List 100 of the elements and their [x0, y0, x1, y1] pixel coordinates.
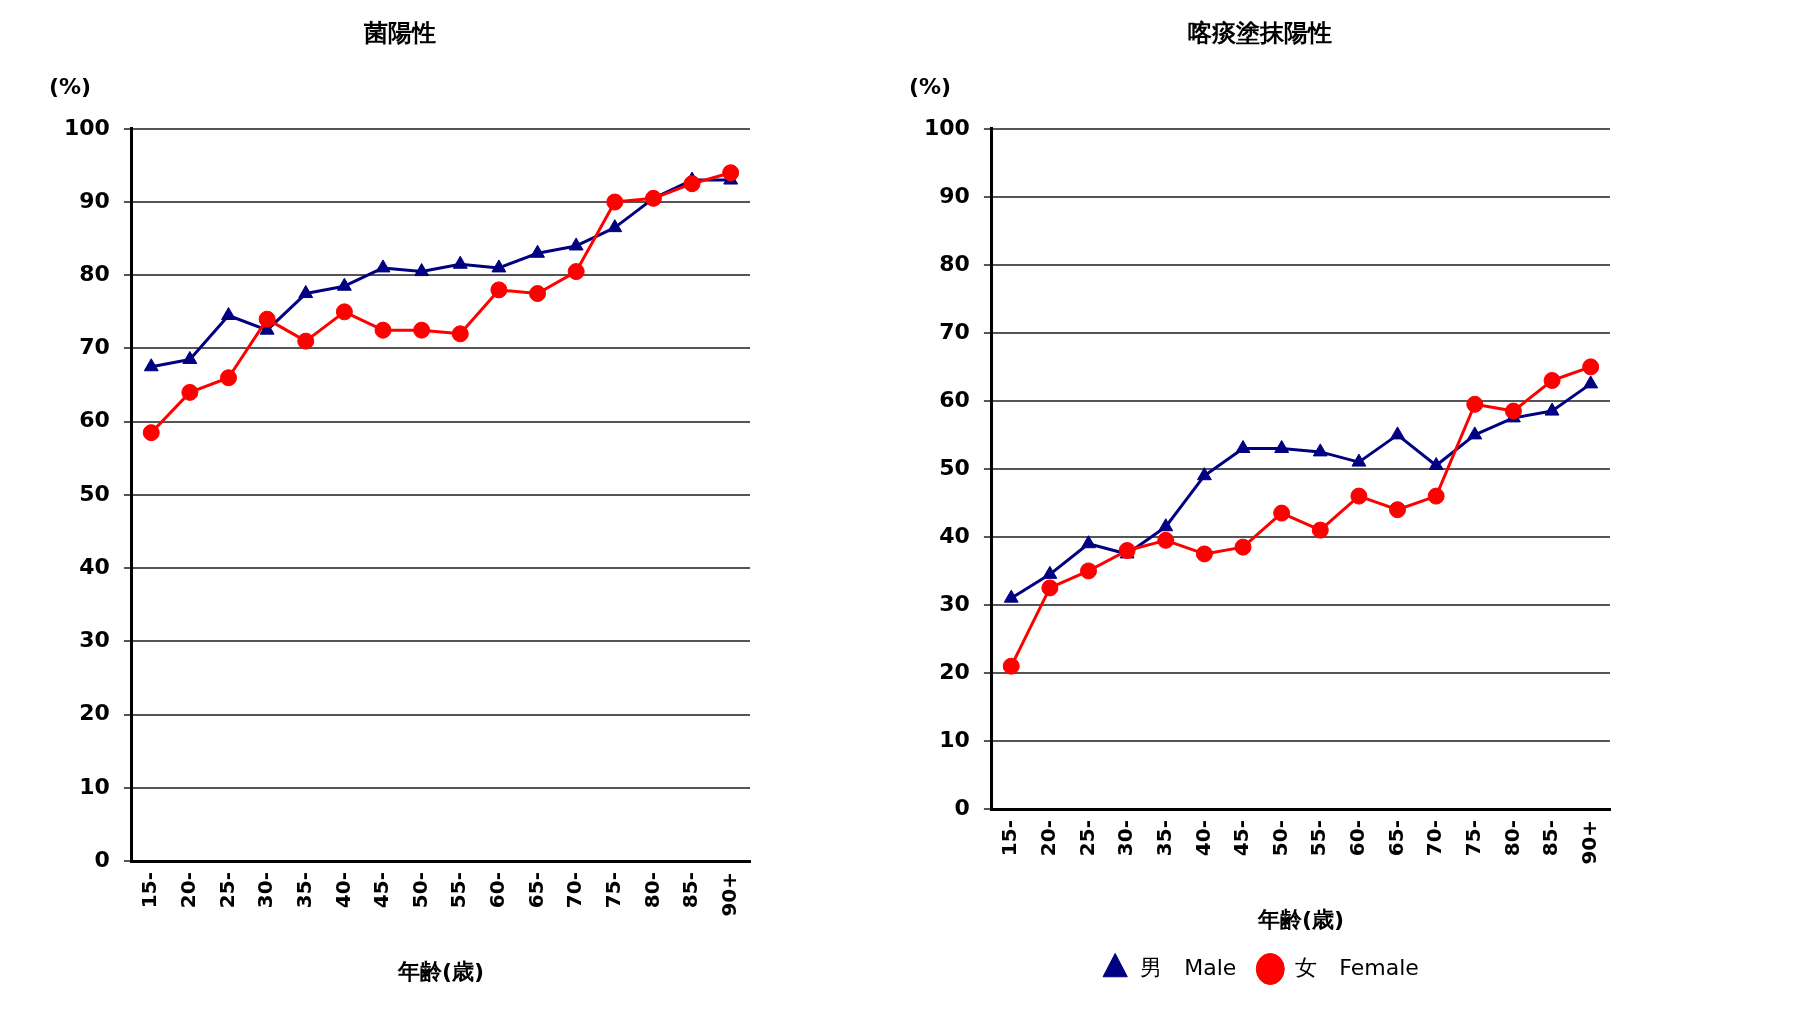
- point: [1195, 545, 1213, 563]
- point: [1003, 589, 1019, 603]
- x-tick-label: 55-: [1306, 820, 1331, 857]
- point: [1080, 562, 1097, 580]
- legend-label: 女 Female: [1295, 954, 1419, 980]
- x-tick-label: 85-: [678, 872, 703, 909]
- point: [335, 303, 353, 321]
- y-tick-label: 20: [939, 658, 970, 684]
- point: [452, 255, 468, 269]
- point: [258, 310, 276, 328]
- y-tick-label: 50: [79, 480, 110, 506]
- point: [1041, 579, 1059, 597]
- y-tick-label: 80: [79, 260, 110, 286]
- y-tick-label: 60: [939, 386, 970, 412]
- y-tick-label: 80: [939, 250, 970, 276]
- x-tick-label: 25-: [214, 872, 239, 909]
- point: [451, 325, 469, 343]
- point: [1158, 518, 1174, 532]
- point: [1389, 501, 1407, 519]
- point: [414, 263, 430, 277]
- x-tick-label: 85-: [1538, 820, 1563, 857]
- x-tick-label: 55-: [446, 872, 471, 909]
- y-tick-label: 100: [63, 114, 110, 140]
- point: [1466, 395, 1484, 413]
- y-tick-label: 70: [79, 334, 110, 360]
- x-tick-label: 15-: [997, 820, 1022, 857]
- point: [1234, 538, 1252, 556]
- point: [1311, 521, 1329, 539]
- y-tick-label: 20: [79, 700, 110, 726]
- point: [413, 321, 431, 339]
- point: [142, 424, 160, 442]
- point: [683, 175, 701, 193]
- x-tick-label: 35-: [1151, 820, 1176, 857]
- x-tick-label: 45-: [369, 872, 394, 909]
- y-tick-label: 70: [939, 318, 970, 344]
- point: [606, 193, 624, 211]
- point: [221, 307, 236, 321]
- x-tick-label: 80-: [1499, 820, 1524, 857]
- y-tick-label: 30: [79, 627, 110, 653]
- x-tick-label: 30-: [1113, 820, 1138, 857]
- point: [1582, 358, 1600, 376]
- point: [182, 350, 198, 364]
- y-tick-label: 10: [939, 726, 970, 752]
- x-tick-label: 20-: [1036, 820, 1061, 857]
- point: [1428, 457, 1444, 470]
- y-tick-label: 90: [79, 187, 110, 213]
- y-tick-label: 40: [79, 553, 110, 579]
- y-tick-label: 50: [939, 454, 970, 480]
- y-tick-label: 30: [939, 590, 970, 616]
- point: [1196, 467, 1212, 481]
- point: [1273, 504, 1291, 522]
- x-tick-label: 15-: [137, 872, 162, 909]
- x-axis-title: 年齢(歳): [396, 958, 485, 984]
- point: [491, 259, 507, 273]
- point: [143, 358, 159, 372]
- x-tick-label: 70-: [1422, 820, 1447, 857]
- x-tick-label: 20-: [176, 872, 201, 909]
- y-tick-label: 0: [94, 846, 110, 872]
- x-tick-label: 60-: [485, 872, 510, 909]
- point: [181, 383, 199, 401]
- y-tick-label: 90: [939, 182, 970, 208]
- x-tick-label: 65-: [1383, 820, 1408, 857]
- point: [1235, 440, 1251, 453]
- x-tick-label: 65-: [523, 872, 548, 909]
- y-tick-label: 0: [954, 794, 970, 820]
- point: [1042, 565, 1058, 579]
- x-tick-label: 80-: [639, 872, 664, 909]
- point: [1427, 487, 1445, 505]
- y-axis-title: (%): [908, 73, 952, 99]
- point: [644, 189, 662, 207]
- y-tick-label: 10: [79, 773, 110, 799]
- point: [336, 277, 352, 291]
- x-tick-label: 70-: [562, 872, 587, 909]
- x-tick-label: 40-: [1190, 820, 1215, 857]
- x-tick-label: 60-: [1345, 820, 1370, 857]
- point: [1081, 535, 1096, 549]
- point: [298, 285, 314, 299]
- point: [1543, 371, 1561, 389]
- y-tick-label: 40: [939, 522, 970, 548]
- chart-title: 菌陽性: [363, 18, 436, 47]
- point: [490, 281, 508, 299]
- x-tick-label: 75-: [1461, 820, 1485, 857]
- x-tick-label: 50-: [407, 872, 432, 909]
- point: [1504, 402, 1522, 420]
- y-axis-title: (%): [48, 73, 92, 99]
- point: [1312, 443, 1328, 457]
- point: [374, 321, 392, 339]
- point: [1274, 440, 1290, 453]
- point: [722, 164, 740, 182]
- point: [568, 237, 584, 251]
- point: [1544, 402, 1560, 416]
- x-tick-label: 45-: [1229, 820, 1254, 857]
- x-tick-label: 90+: [1576, 820, 1601, 865]
- x-tick-label: 50-: [1267, 820, 1292, 857]
- point: [297, 332, 315, 350]
- point: [567, 263, 585, 281]
- chart-title: 喀痰塗抹陽性: [1188, 18, 1332, 47]
- legend-label: 男 Male: [1140, 954, 1237, 980]
- point: [529, 285, 547, 303]
- x-tick-label: 30-: [253, 872, 278, 909]
